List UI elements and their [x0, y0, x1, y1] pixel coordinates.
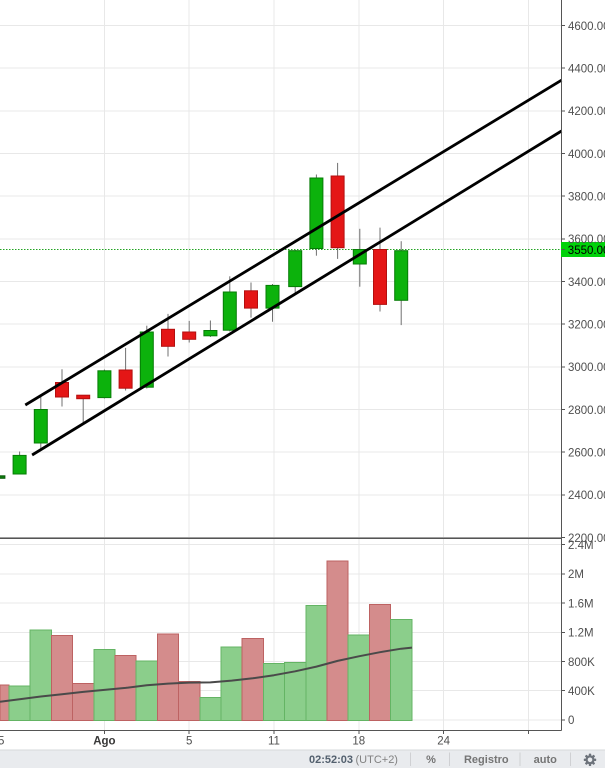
- svg-text:1.2M: 1.2M: [568, 628, 594, 640]
- svg-text:3200.00: 3200.00: [568, 320, 605, 332]
- svg-text:2.4M: 2.4M: [568, 540, 594, 552]
- svg-text:2200.00: 2200.00: [568, 533, 605, 545]
- svg-text:2600.00: 2600.00: [568, 448, 605, 460]
- svg-text:4000.00: 4000.00: [568, 149, 605, 161]
- svg-text:3400.00: 3400.00: [568, 277, 605, 289]
- svg-text:3000.00: 3000.00: [568, 362, 605, 374]
- svg-text:auto: auto: [534, 754, 558, 766]
- svg-text:3800.00: 3800.00: [568, 192, 605, 204]
- svg-text:800K: 800K: [568, 657, 595, 669]
- svg-text:02:52:03: 02:52:03: [309, 754, 353, 766]
- svg-text:Registro: Registro: [464, 754, 509, 766]
- svg-text:0: 0: [568, 715, 574, 727]
- svg-text:4200.00: 4200.00: [568, 106, 605, 118]
- svg-text:24: 24: [437, 735, 450, 747]
- svg-text:2400.00: 2400.00: [568, 490, 605, 502]
- svg-text:3600.00: 3600.00: [568, 234, 605, 246]
- svg-text:Ago: Ago: [93, 735, 115, 747]
- svg-text:2M: 2M: [568, 569, 584, 581]
- svg-text:4600.00: 4600.00: [568, 21, 605, 33]
- svg-text:11: 11: [268, 735, 280, 747]
- svg-text:4400.00: 4400.00: [568, 64, 605, 76]
- svg-text:1.6M: 1.6M: [568, 598, 594, 610]
- svg-text:(UTC+2): (UTC+2): [356, 754, 398, 766]
- svg-text:400K: 400K: [568, 686, 595, 698]
- svg-text:18: 18: [352, 735, 365, 747]
- svg-text:%: %: [426, 754, 436, 766]
- svg-text:5: 5: [186, 735, 192, 747]
- svg-text:3550.00: 3550.00: [568, 245, 605, 257]
- svg-text:2800.00: 2800.00: [568, 405, 605, 417]
- svg-text:5: 5: [0, 735, 4, 747]
